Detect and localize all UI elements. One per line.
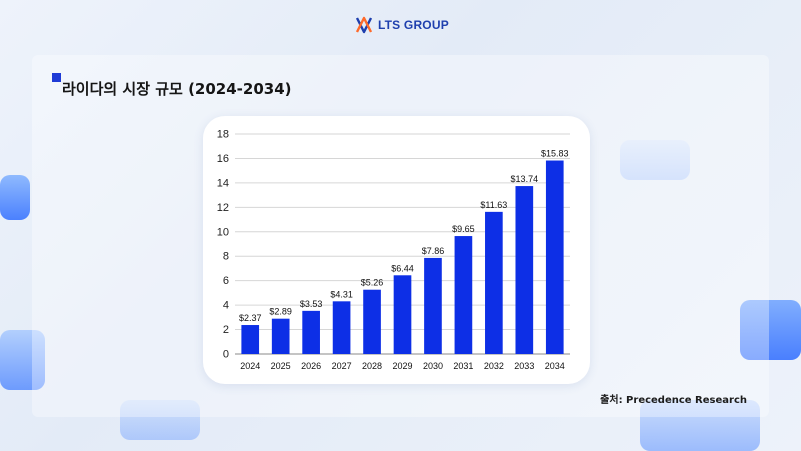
data-label: $15.83: [541, 149, 569, 159]
x-tick-label: 2027: [332, 361, 352, 371]
chart-card: 0 2 4 6 8 10 12 14 16 18 $2.37 2024 $2.89 2025 $3.53 20…: [203, 116, 590, 384]
background-tile: [0, 175, 30, 220]
data-label: $3.53: [300, 299, 323, 309]
data-label: $2.37: [239, 313, 262, 323]
background-tile: [120, 400, 200, 440]
x-tick-label: 2034: [545, 361, 565, 371]
data-label: $9.65: [452, 224, 475, 234]
x-tick-label: 2024: [240, 361, 260, 371]
bar: [332, 301, 351, 354]
source-note: 출처: Precedence Research: [600, 395, 747, 406]
bar: [393, 275, 412, 354]
x-tick-label: 2026: [301, 361, 321, 371]
y-tick-label: 18: [217, 129, 229, 141]
x-tick-label: 2030: [423, 361, 443, 371]
data-label: $4.31: [330, 289, 353, 299]
background-tile: [640, 400, 760, 451]
brand-name: LTS GROUP: [378, 18, 449, 32]
x-tick-label: 2031: [453, 361, 473, 371]
y-tick-label: 0: [223, 349, 229, 361]
y-tick-label: 10: [217, 226, 229, 238]
y-tick-label: 14: [217, 177, 229, 189]
x-tick-label: 2032: [484, 361, 504, 371]
bar: [363, 289, 381, 354]
background-tile: [740, 300, 801, 360]
logo-icon: [355, 16, 373, 34]
data-label: $13.74: [511, 174, 539, 184]
slide-title: 라이다의 시장 규모 (2024-2034): [52, 72, 292, 99]
brand-logo: LTS GROUP: [354, 14, 449, 36]
bar: [515, 186, 534, 354]
background-tile: [0, 330, 45, 390]
y-tick-label: 8: [223, 251, 229, 263]
bar: [485, 211, 503, 354]
title-text: 라이다의 시장 규모 (2024-2034): [62, 80, 292, 98]
x-tick-label: 2033: [514, 361, 534, 371]
x-tick-label: 2028: [362, 361, 382, 371]
y-tick-label: 4: [223, 300, 229, 312]
data-label: $2.89: [269, 307, 292, 317]
bar-chart: 0 2 4 6 8 10 12 14 16 18 $2.37 2024 $2.89 2025 $3.53 20…: [217, 129, 570, 371]
data-label: $7.86: [422, 246, 445, 256]
data-label: $5.26: [361, 278, 384, 288]
bar: [545, 160, 564, 354]
bar: [302, 310, 320, 354]
bar: [454, 236, 473, 354]
background-tile: [620, 140, 690, 180]
bar: [241, 325, 260, 354]
y-tick-label: 2: [223, 324, 229, 336]
x-tick-label: 2025: [271, 361, 291, 371]
bar: [424, 257, 442, 354]
y-tick-label: 12: [217, 202, 229, 214]
bar: [271, 318, 290, 354]
data-label: $6.44: [391, 263, 414, 273]
y-tick-label: 6: [223, 275, 229, 287]
y-tick-label: 16: [217, 153, 229, 165]
title-marker: [52, 73, 61, 82]
data-label: $11.63: [480, 200, 507, 210]
x-tick-label: 2029: [392, 361, 412, 371]
